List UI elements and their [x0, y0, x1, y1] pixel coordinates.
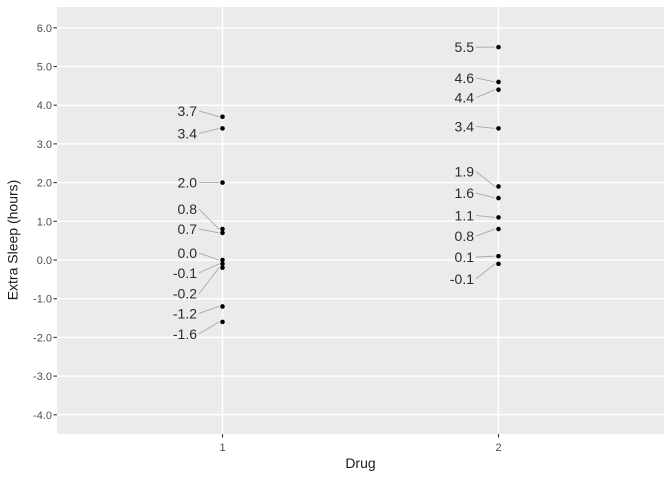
point-label: -0.2 — [173, 286, 197, 302]
gridlines — [57, 7, 664, 434]
data-point — [496, 87, 501, 93]
leader-line — [198, 263, 220, 274]
data-point — [496, 261, 501, 267]
data-point — [496, 195, 501, 201]
data-point — [496, 253, 501, 259]
data-points — [220, 114, 225, 325]
data-point — [220, 126, 225, 131]
series-1: 3.7 3.4 2.0 0.8 0.7 0.0 -0.1 -0.2 -1.2 -1.6 — [173, 103, 225, 342]
data-point — [220, 230, 225, 236]
y-tick-label: 6.0 — [37, 23, 52, 35]
y-tick-label: -3.0 — [33, 371, 52, 383]
data-point — [496, 79, 501, 85]
leader-lines — [475, 46, 496, 280]
leader-line — [475, 77, 496, 83]
y-tick-label: 2.0 — [37, 178, 52, 190]
data-points — [496, 44, 501, 267]
data-point — [220, 226, 225, 232]
point-label: 0.0 — [178, 245, 198, 261]
data-point — [496, 184, 501, 189]
leader-line — [475, 263, 496, 280]
data-point — [220, 319, 225, 325]
leader-line — [198, 127, 220, 134]
point-label: 0.7 — [178, 221, 198, 237]
point-label: 2.0 — [178, 175, 198, 191]
leader-line — [198, 267, 220, 295]
y-tick-label: 0.0 — [37, 255, 52, 267]
point-label: -1.6 — [173, 326, 197, 342]
data-point — [220, 261, 225, 267]
leader-line — [198, 110, 220, 118]
leader-line — [475, 171, 496, 187]
y-tick-label: 4.0 — [37, 100, 52, 112]
point-label: 3.7 — [178, 103, 198, 119]
point-label: 1.9 — [455, 163, 475, 179]
y-tick-label: 5.0 — [37, 62, 52, 74]
leader-lines — [198, 110, 220, 335]
point-label: 4.6 — [455, 70, 475, 86]
series-2: 5.5 4.6 4.4 3.4 1.9 1.6 1.1 0.8 0.1 -0.1 — [450, 39, 501, 287]
point-label: -0.1 — [450, 271, 474, 287]
y-tick-label: 1.0 — [37, 216, 52, 228]
point-label: 1.6 — [455, 185, 475, 201]
point-label: 4.4 — [455, 90, 475, 106]
data-point — [220, 265, 225, 271]
point-label: 3.4 — [178, 125, 198, 141]
leader-line — [198, 228, 220, 234]
point-label: 3.4 — [455, 118, 475, 134]
data-point — [220, 114, 225, 120]
data-point — [220, 304, 225, 309]
y-axis-title: Extra Sleep (hours) — [4, 179, 21, 301]
leader-line — [198, 306, 220, 314]
leader-line — [475, 228, 496, 237]
point-label: 5.5 — [455, 39, 475, 55]
y-tick-label: -2.0 — [33, 332, 52, 344]
leader-line — [198, 208, 220, 230]
point-labels: 5.5 4.6 4.4 3.4 1.9 1.6 1.1 0.8 0.1 -0.1 — [450, 39, 474, 287]
x-tick-label: 2 — [495, 442, 501, 454]
point-labels: 3.7 3.4 2.0 0.8 0.7 0.0 -0.1 -0.2 -1.2 -1.6 — [173, 103, 197, 342]
y-axis: 6.0 5.0 4.0 3.0 2.0 1.0 0.0 -1.0 -2.0 -3.0 -4.0 — [33, 23, 57, 422]
data-point — [496, 126, 501, 131]
y-tick-label: 3.0 — [37, 139, 52, 151]
data-point — [496, 44, 501, 50]
data-point — [496, 215, 501, 220]
data-point — [220, 180, 225, 185]
leader-line — [475, 89, 496, 99]
leader-line — [475, 255, 496, 258]
plot-panel — [57, 7, 664, 434]
leader-line — [475, 125, 496, 129]
leader-line — [475, 214, 496, 218]
point-label: -1.2 — [173, 305, 197, 321]
x-tick-label: 1 — [219, 442, 225, 454]
point-label: -0.1 — [173, 265, 197, 281]
data-point — [220, 257, 225, 263]
x-axis-title: Drug — [345, 455, 376, 471]
point-label: 0.8 — [455, 228, 475, 244]
y-tick-label: -4.0 — [33, 410, 52, 422]
point-label: 0.1 — [455, 249, 475, 265]
data-point — [496, 226, 501, 232]
point-label: 1.1 — [455, 207, 475, 223]
leader-line — [198, 321, 220, 335]
leader-line — [475, 192, 496, 199]
y-tick-label: -1.0 — [33, 294, 52, 306]
leader-line — [198, 252, 220, 261]
point-label: 0.8 — [178, 201, 198, 217]
